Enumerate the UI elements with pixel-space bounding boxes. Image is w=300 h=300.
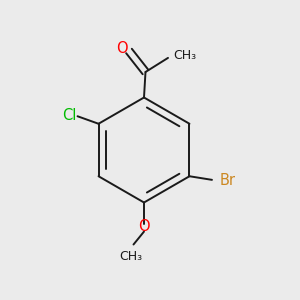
Text: Cl: Cl xyxy=(62,108,76,123)
Text: CH₃: CH₃ xyxy=(173,49,196,62)
Text: O: O xyxy=(138,219,150,234)
Text: CH₃: CH₃ xyxy=(119,250,142,263)
Text: O: O xyxy=(117,41,128,56)
Text: Br: Br xyxy=(220,172,236,188)
